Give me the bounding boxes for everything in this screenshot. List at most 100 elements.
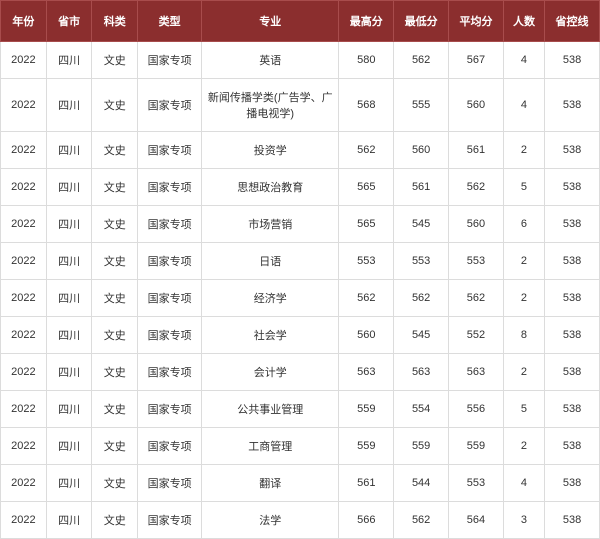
cell-category: 文史 [92, 42, 138, 79]
cell-cutoff: 538 [545, 354, 600, 391]
header-row: 年份 省市 科类 类型 专业 最高分 最低分 平均分 人数 省控线 [1, 1, 600, 42]
cell-cutoff: 538 [545, 465, 600, 502]
col-avg-header: 平均分 [449, 1, 504, 42]
cell-count: 4 [503, 465, 544, 502]
cell-max: 566 [339, 502, 394, 539]
cell-province: 四川 [46, 354, 92, 391]
cell-category: 文史 [92, 169, 138, 206]
cell-category: 文史 [92, 428, 138, 465]
cell-type: 国家专项 [138, 391, 202, 428]
col-cutoff-header: 省控线 [545, 1, 600, 42]
cell-category: 文史 [92, 79, 138, 132]
cell-min: 563 [394, 354, 449, 391]
cell-cutoff: 538 [545, 42, 600, 79]
table-row: 2022四川文史国家专项新闻传播学类(广告学、广播电视学)56855556045… [1, 79, 600, 132]
cell-max: 563 [339, 354, 394, 391]
cell-max: 568 [339, 79, 394, 132]
cell-avg: 552 [449, 317, 504, 354]
cell-year: 2022 [1, 206, 47, 243]
col-min-header: 最低分 [394, 1, 449, 42]
table-row: 2022四川文史国家专项经济学5625625622538 [1, 280, 600, 317]
col-category-header: 科类 [92, 1, 138, 42]
cell-province: 四川 [46, 42, 92, 79]
cell-max: 580 [339, 42, 394, 79]
cell-category: 文史 [92, 354, 138, 391]
cell-cutoff: 538 [545, 243, 600, 280]
cell-min: 560 [394, 132, 449, 169]
cell-province: 四川 [46, 502, 92, 539]
cell-type: 国家专项 [138, 465, 202, 502]
cell-avg: 559 [449, 428, 504, 465]
cell-avg: 553 [449, 465, 504, 502]
col-count-header: 人数 [503, 1, 544, 42]
cell-min: 545 [394, 317, 449, 354]
cell-province: 四川 [46, 428, 92, 465]
cell-type: 国家专项 [138, 280, 202, 317]
cell-cutoff: 538 [545, 169, 600, 206]
cell-min: 561 [394, 169, 449, 206]
cell-major: 社会学 [202, 317, 339, 354]
cell-min: 555 [394, 79, 449, 132]
cell-major: 工商管理 [202, 428, 339, 465]
cell-min: 553 [394, 243, 449, 280]
table-row: 2022四川文史国家专项社会学5605455528538 [1, 317, 600, 354]
cell-province: 四川 [46, 391, 92, 428]
cell-count: 2 [503, 280, 544, 317]
cell-category: 文史 [92, 206, 138, 243]
cell-count: 2 [503, 354, 544, 391]
cell-province: 四川 [46, 280, 92, 317]
table-row: 2022四川文史国家专项法学5665625643538 [1, 502, 600, 539]
cell-year: 2022 [1, 280, 47, 317]
cell-cutoff: 538 [545, 280, 600, 317]
cell-year: 2022 [1, 317, 47, 354]
cell-max: 560 [339, 317, 394, 354]
cell-type: 国家专项 [138, 243, 202, 280]
cell-year: 2022 [1, 465, 47, 502]
cell-province: 四川 [46, 169, 92, 206]
cell-province: 四川 [46, 317, 92, 354]
cell-max: 559 [339, 391, 394, 428]
cell-type: 国家专项 [138, 169, 202, 206]
cell-min: 544 [394, 465, 449, 502]
cell-count: 3 [503, 502, 544, 539]
cell-cutoff: 538 [545, 206, 600, 243]
cell-category: 文史 [92, 132, 138, 169]
cell-max: 559 [339, 428, 394, 465]
cell-max: 562 [339, 132, 394, 169]
cell-count: 2 [503, 132, 544, 169]
cell-province: 四川 [46, 243, 92, 280]
cell-count: 5 [503, 169, 544, 206]
table-row: 2022四川文史国家专项日语5535535532538 [1, 243, 600, 280]
cell-type: 国家专项 [138, 79, 202, 132]
cell-type: 国家专项 [138, 502, 202, 539]
cell-type: 国家专项 [138, 42, 202, 79]
table-row: 2022四川文史国家专项投资学5625605612538 [1, 132, 600, 169]
cell-min: 554 [394, 391, 449, 428]
table-row: 2022四川文史国家专项市场营销5655455606538 [1, 206, 600, 243]
cell-avg: 562 [449, 169, 504, 206]
cell-cutoff: 538 [545, 317, 600, 354]
table-row: 2022四川文史国家专项工商管理5595595592538 [1, 428, 600, 465]
cell-major: 公共事业管理 [202, 391, 339, 428]
cell-year: 2022 [1, 391, 47, 428]
cell-category: 文史 [92, 280, 138, 317]
cell-year: 2022 [1, 79, 47, 132]
cell-type: 国家专项 [138, 317, 202, 354]
cell-avg: 562 [449, 280, 504, 317]
cell-year: 2022 [1, 169, 47, 206]
cell-year: 2022 [1, 132, 47, 169]
cell-type: 国家专项 [138, 428, 202, 465]
cell-year: 2022 [1, 42, 47, 79]
cell-category: 文史 [92, 465, 138, 502]
col-max-header: 最高分 [339, 1, 394, 42]
cell-avg: 561 [449, 132, 504, 169]
cell-province: 四川 [46, 465, 92, 502]
cell-avg: 567 [449, 42, 504, 79]
cell-min: 562 [394, 280, 449, 317]
cell-category: 文史 [92, 317, 138, 354]
cell-type: 国家专项 [138, 206, 202, 243]
table-body: 2022四川文史国家专项英语58056256745382022四川文史国家专项新… [1, 42, 600, 539]
cell-cutoff: 538 [545, 428, 600, 465]
cell-category: 文史 [92, 243, 138, 280]
cell-avg: 563 [449, 354, 504, 391]
